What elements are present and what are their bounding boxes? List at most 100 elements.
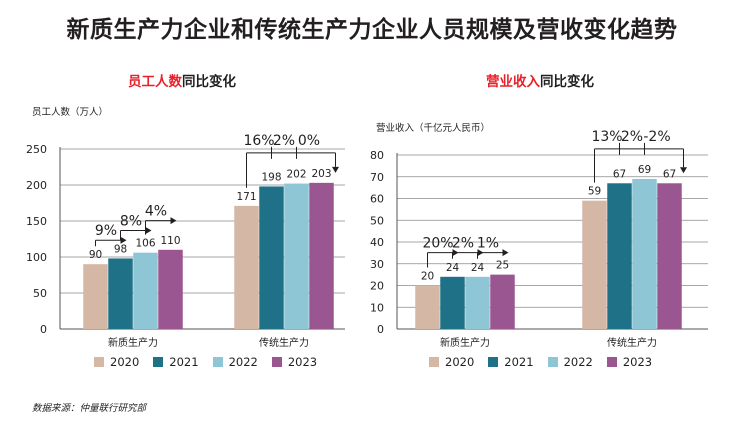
y-tick-label: 0 <box>377 323 384 336</box>
legend-item-2022: 2022 <box>547 355 593 369</box>
source-note: 数据来源：仲量联行研究部 <box>32 403 147 414</box>
bar-2020 <box>582 200 607 329</box>
legend-swatch <box>153 357 164 367</box>
y-tick-label: 0 <box>40 323 47 336</box>
left-title-rest: 同比变化 <box>182 74 236 90</box>
y-tick-label: 40 <box>370 236 384 249</box>
legend-label: 2022 <box>563 355 593 369</box>
growth-label: 0% <box>298 133 320 149</box>
y-tick-label: 80 <box>370 149 384 162</box>
data-label: 202 <box>286 169 306 181</box>
legend-item-2020: 2020 <box>429 355 474 369</box>
y-tick-label: 10 <box>370 301 384 314</box>
legend-swatch <box>94 357 104 367</box>
growth-label: 2% <box>452 236 474 252</box>
bar-2020 <box>83 264 108 329</box>
growth-label: 1% <box>477 236 499 252</box>
growth-arrow <box>680 167 687 174</box>
data-label: 67 <box>663 168 676 180</box>
right-title-rest: 同比变化 <box>540 74 594 90</box>
category-label: 新质生产力 <box>440 336 490 349</box>
left-panel-title: 员工人数同比变化 <box>128 70 236 90</box>
legend-label: 2023 <box>622 355 653 369</box>
bar-2020 <box>234 205 259 329</box>
y-tick-label: 60 <box>370 193 384 206</box>
growth-label: 9% <box>95 223 117 239</box>
bar-2021 <box>440 276 465 329</box>
legend-swatch <box>429 357 439 367</box>
data-label: 203 <box>311 168 331 180</box>
legend-label: 2021 <box>504 355 534 369</box>
data-label: 20 <box>421 271 434 283</box>
growth-label: 4% <box>145 204 167 220</box>
data-label: 98 <box>114 243 127 255</box>
y-tick-label: 20 <box>370 280 384 293</box>
bar-2022 <box>465 276 490 329</box>
growth-arrow <box>332 166 339 173</box>
y-tick-label: 150 <box>26 215 47 228</box>
growth-label: 16% <box>243 133 274 149</box>
y-tick-label: 30 <box>370 258 384 271</box>
y-tick-label: 100 <box>26 251 47 264</box>
legend-label: 2020 <box>110 355 140 369</box>
bar-2022 <box>284 183 309 329</box>
legend-swatch <box>547 357 558 367</box>
data-label: 59 <box>588 186 601 198</box>
right-title-highlight: 营业收入 <box>486 74 540 90</box>
bar-2023 <box>309 182 334 329</box>
category-label: 传统生产力 <box>607 336 657 349</box>
data-label: 106 <box>135 238 155 250</box>
category-label: 新质生产力 <box>108 336 158 349</box>
data-label: 198 <box>261 171 281 183</box>
category-label: 传统生产力 <box>259 336 309 349</box>
growth-label: 2% <box>621 129 643 145</box>
legend-swatch <box>488 357 499 367</box>
y-tick-label: 250 <box>26 143 47 156</box>
y-tick-label: 50 <box>370 214 384 227</box>
left-y-axis-unit: 员工人数（万人） <box>32 107 109 118</box>
y-tick-label: 50 <box>33 287 47 300</box>
data-label: 110 <box>160 235 180 247</box>
bar-2023 <box>158 249 183 329</box>
bar-2021 <box>108 258 133 329</box>
bar-2022 <box>632 178 657 329</box>
bar-2021 <box>259 186 284 329</box>
data-label: 24 <box>446 262 460 274</box>
y-tick-label: 200 <box>26 179 47 192</box>
growth-label: 13% <box>591 129 622 145</box>
left-title-highlight: 员工人数 <box>128 74 182 90</box>
legend-item-2023: 2023 <box>271 355 317 369</box>
legend-item-2021: 2021 <box>488 355 534 369</box>
legend-item-2022: 2022 <box>212 355 258 369</box>
data-label: 67 <box>613 168 626 180</box>
right-panel-title: 营业收入同比变化 <box>486 70 594 90</box>
bar-2021 <box>607 183 632 329</box>
bar-2023 <box>490 274 515 329</box>
legend-label: 2020 <box>445 355 475 369</box>
growth-arrow <box>145 226 152 234</box>
legend-swatch <box>212 357 223 367</box>
bar-2020 <box>415 285 440 329</box>
growth-label: 20% <box>422 236 453 252</box>
growth-label: 2% <box>273 133 295 149</box>
data-label: 25 <box>496 260 509 272</box>
growth-label: 8% <box>120 213 142 229</box>
data-label: 24 <box>471 262 485 274</box>
growth-arrow <box>170 217 177 225</box>
right-y-axis-unit: 营业收入（千亿元人民币） <box>376 123 491 134</box>
y-tick-label: 70 <box>370 171 384 184</box>
data-label: 171 <box>236 191 256 203</box>
legend-swatch <box>606 357 617 367</box>
bar-2022 <box>133 252 158 329</box>
data-label: 90 <box>89 249 102 261</box>
right-legend: 2020 2021 2022 2023 <box>429 355 652 369</box>
bar-2023 <box>657 183 682 329</box>
legend-item-2023: 2023 <box>606 355 653 369</box>
legend-swatch <box>271 357 282 367</box>
left-legend: 2020 2021 2022 2023 <box>94 355 317 369</box>
legend-label: 2022 <box>228 355 258 369</box>
growth-arrow <box>120 236 127 244</box>
